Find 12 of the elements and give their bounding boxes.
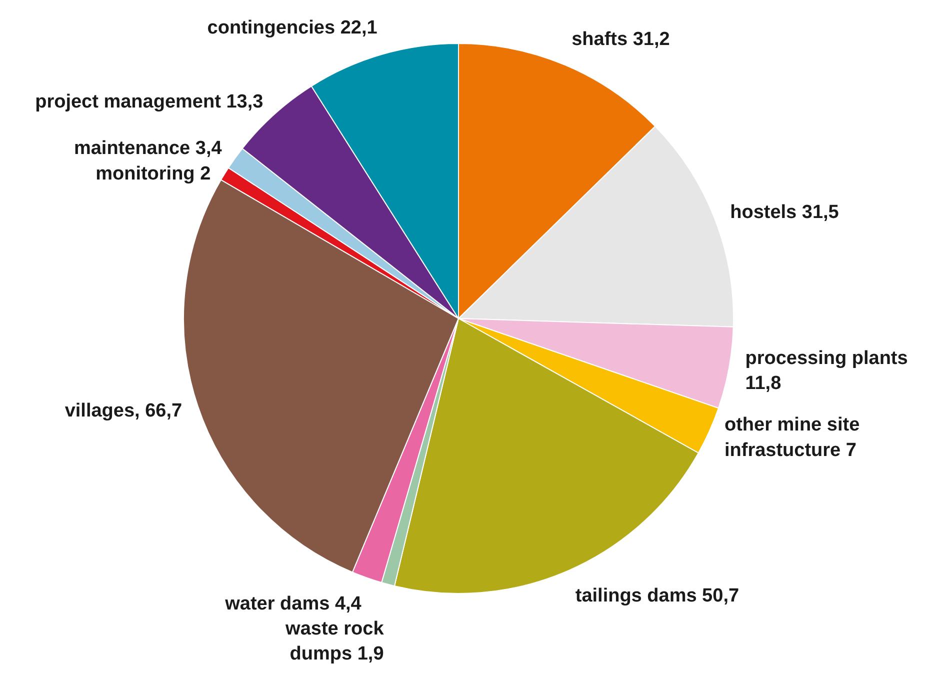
slice-label: villages, 66,7 bbox=[64, 400, 182, 422]
slice-label: tailings dams 50,7 bbox=[575, 586, 740, 607]
slice-label: contingencies 22,1 bbox=[207, 18, 378, 39]
slice-label: other mine site infrastucture 7 bbox=[724, 414, 860, 461]
slice-label: maintenance 3,4 bbox=[74, 138, 222, 159]
slice-label: shafts 31,2 bbox=[572, 28, 670, 50]
slice-label: processing plants 11,8 bbox=[745, 348, 908, 394]
slice-label: hostels 31,5 bbox=[730, 202, 840, 224]
slice-label: water dams 4,4 bbox=[224, 593, 362, 614]
slice-label: waste rock dumps 1,9 bbox=[284, 618, 384, 664]
slice-label: project management 13,3 bbox=[35, 92, 264, 113]
slice-label: monitoring 2 bbox=[96, 164, 211, 185]
